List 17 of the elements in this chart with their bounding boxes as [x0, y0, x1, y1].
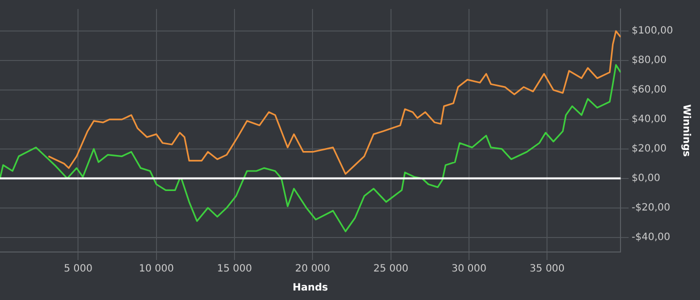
y-tick-label: -$40,00 — [632, 232, 670, 243]
x-axis-title: Hands — [292, 282, 328, 294]
y-tick-label: -$20,00 — [632, 202, 670, 214]
x-tick-label: 20 000 — [295, 264, 330, 275]
y-tick-label: $80,00 — [632, 55, 667, 66]
y-axis-title: Winnings — [680, 104, 692, 157]
x-tick-label: 10 000 — [138, 264, 174, 275]
x-tick-label: 30 000 — [452, 264, 487, 275]
y-tick-label: $40,00 — [632, 114, 667, 126]
x-tick-label: 5 000 — [64, 264, 92, 275]
y-tick-label: $0,00 — [632, 172, 660, 184]
y-tick-label: $60,00 — [632, 84, 667, 96]
y-tick-label: $20,00 — [632, 144, 667, 155]
y-tick-label: $100,00 — [632, 26, 674, 37]
x-tick-label: 15 000 — [217, 264, 252, 275]
x-tick-label: 25 000 — [373, 264, 408, 275]
x-tick-label: 35 000 — [530, 264, 565, 275]
